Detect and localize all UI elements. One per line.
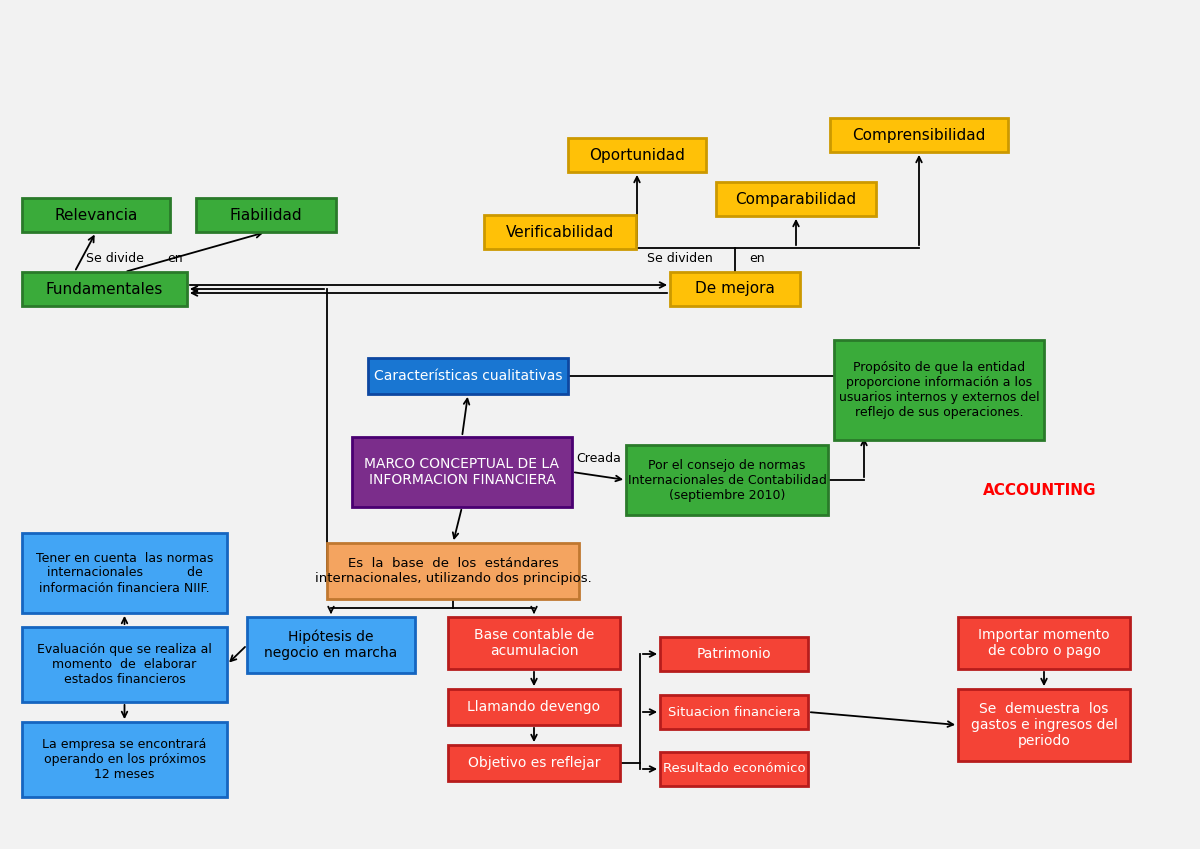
Text: Es  la  base  de  los  estándares
internacionales, utilizando dos principios.: Es la base de los estándares internacion… (314, 557, 592, 585)
FancyBboxPatch shape (22, 627, 227, 702)
FancyBboxPatch shape (830, 118, 1008, 152)
FancyBboxPatch shape (958, 617, 1130, 669)
Text: Llamando devengo: Llamando devengo (468, 700, 600, 714)
FancyBboxPatch shape (958, 689, 1130, 761)
Text: Oportunidad: Oportunidad (589, 148, 685, 162)
FancyBboxPatch shape (448, 689, 620, 725)
Text: Evaluación que se realiza al
momento  de  elaborar
estados financieros: Evaluación que se realiza al momento de … (37, 643, 212, 686)
FancyBboxPatch shape (670, 272, 800, 306)
Text: Objetivo es reflejar: Objetivo es reflejar (468, 756, 600, 770)
Text: Tener en cuenta  las normas
internacionales           de
información financiera : Tener en cuenta las normas internacional… (36, 552, 214, 594)
Text: Fiabilidad: Fiabilidad (229, 207, 302, 222)
Text: Situacion financiera: Situacion financiera (667, 706, 800, 718)
FancyBboxPatch shape (352, 437, 572, 507)
Text: Propósito de que la entidad
proporcione información a los
usuarios internos y ex: Propósito de que la entidad proporcione … (839, 361, 1039, 419)
Text: De mejora: De mejora (695, 282, 775, 296)
Text: Fundamentales: Fundamentales (46, 282, 163, 296)
FancyBboxPatch shape (834, 340, 1044, 440)
Text: Verificabilidad: Verificabilidad (506, 224, 614, 239)
Text: en: en (167, 251, 182, 265)
FancyBboxPatch shape (660, 752, 808, 786)
FancyBboxPatch shape (196, 198, 336, 232)
Text: Comparabilidad: Comparabilidad (736, 192, 857, 206)
FancyBboxPatch shape (326, 543, 580, 599)
Text: ACCOUNTING: ACCOUNTING (983, 482, 1097, 498)
Text: Hipótesis de
negocio en marcha: Hipótesis de negocio en marcha (264, 630, 397, 661)
FancyBboxPatch shape (22, 533, 227, 613)
FancyBboxPatch shape (660, 695, 808, 729)
Text: Patrimonio: Patrimonio (697, 647, 772, 661)
FancyBboxPatch shape (368, 358, 568, 394)
Text: Por el consejo de normas
Internacionales de Contabilidad
(septiembre 2010): Por el consejo de normas Internacionales… (628, 458, 827, 502)
Text: MARCO CONCEPTUAL DE LA
INFORMACION FINANCIERA: MARCO CONCEPTUAL DE LA INFORMACION FINAN… (365, 457, 559, 487)
FancyBboxPatch shape (660, 637, 808, 671)
Text: Creada: Creada (576, 452, 622, 464)
Text: Resultado económico: Resultado económico (662, 762, 805, 775)
Text: Se divide: Se divide (86, 251, 144, 265)
Text: Se dividen: Se dividen (647, 251, 713, 265)
FancyBboxPatch shape (626, 445, 828, 515)
FancyBboxPatch shape (22, 722, 227, 797)
Text: Relevancia: Relevancia (54, 207, 138, 222)
FancyBboxPatch shape (568, 138, 706, 172)
Text: en: en (749, 251, 764, 265)
FancyBboxPatch shape (247, 617, 415, 673)
Text: Importar momento
de cobro o pago: Importar momento de cobro o pago (978, 628, 1110, 658)
Text: Base contable de
acumulacion: Base contable de acumulacion (474, 628, 594, 658)
Text: Características cualitativas: Características cualitativas (373, 369, 563, 383)
FancyBboxPatch shape (448, 617, 620, 669)
FancyBboxPatch shape (22, 198, 170, 232)
FancyBboxPatch shape (484, 215, 636, 249)
Text: La empresa se encontrará
operando en los próximos
12 meses: La empresa se encontrará operando en los… (42, 738, 206, 781)
FancyBboxPatch shape (448, 745, 620, 781)
FancyBboxPatch shape (22, 272, 187, 306)
FancyBboxPatch shape (716, 182, 876, 216)
Text: Se  demuestra  los
gastos e ingresos del
periodo: Se demuestra los gastos e ingresos del p… (971, 702, 1117, 748)
Text: Comprensibilidad: Comprensibilidad (852, 127, 985, 143)
